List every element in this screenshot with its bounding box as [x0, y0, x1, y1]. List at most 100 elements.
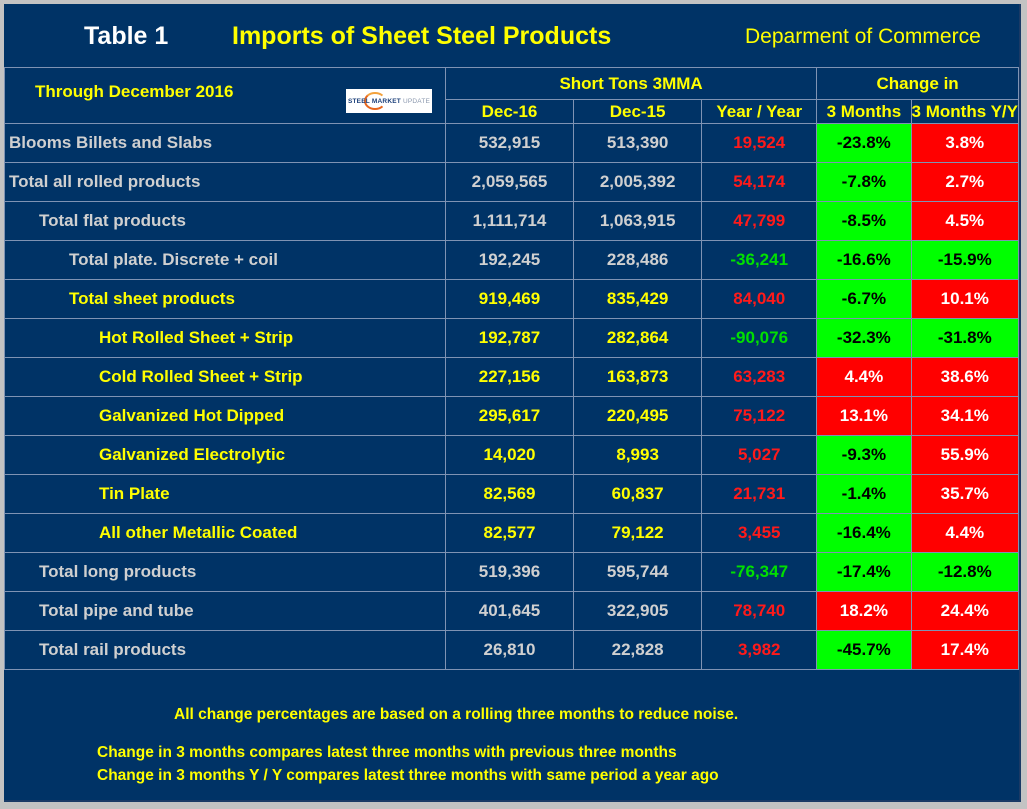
cell-year-over-year: 84,040 [701, 279, 818, 319]
row-label: Total sheet products [4, 279, 446, 319]
logo-text-update: UPDATE [402, 97, 431, 105]
cell-change-3-months-yy: 34.1% [910, 396, 1020, 436]
row-label: Blooms Billets and Slabs [4, 123, 446, 163]
row-label: Hot Rolled Sheet + Strip [4, 318, 446, 358]
cell-change-3-months: 13.1% [816, 396, 912, 436]
cell-year-over-year: 63,283 [701, 357, 818, 397]
table-row: Galvanized Hot Dipped 295,617 220,495 75,12… [4, 396, 1020, 436]
table-row: Tin Plate 82,569 60,837 21,731 -1.4% 35.7% [4, 474, 1020, 514]
cell-dec15: 595,744 [573, 552, 703, 592]
group-header-change: Change in [816, 67, 1019, 100]
cell-change-3-months: -16.6% [816, 240, 912, 280]
cell-year-over-year: 21,731 [701, 474, 818, 514]
table-row: Galvanized Electrolytic 14,020 8,993 5,027-… [4, 435, 1020, 475]
cell-change-3-months: -6.7% [816, 279, 912, 319]
cell-change-3-months-yy: 2.7% [910, 162, 1020, 202]
row-label-text: Total rail products [39, 640, 187, 659]
cell-change-3-months: -16.4% [816, 513, 912, 553]
period-label: Through December 2016 [35, 82, 234, 101]
cell-change-3-months: -9.3% [816, 435, 912, 475]
row-label-text: Total plate. Discrete + coil [69, 250, 278, 269]
table-row: Hot Rolled Sheet + Strip 192,787 282,864 -9… [4, 318, 1020, 358]
cell-dec16: 401,645 [444, 591, 575, 631]
footnote-rolling: All change percentages are based on a ro… [174, 706, 739, 723]
cell-dec15: 835,429 [573, 279, 703, 319]
table-row: Total sheet products 919,469 835,429 84,040… [4, 279, 1020, 319]
column-header-3-months-yy: 3 Months Y/Y [910, 99, 1020, 124]
table-label: Table 1 [84, 22, 169, 50]
table-row: Total plate. Discrete + coil 192,245 228,4… [4, 240, 1020, 280]
cell-dec16: 26,810 [444, 630, 575, 670]
header-row-columns: Dec-16 Dec-15 Year / Year 3 Months 3 Mon… [5, 99, 1020, 124]
cell-dec16: 519,396 [444, 552, 575, 592]
cell-change-3-months: -45.7% [816, 630, 912, 670]
row-label: Galvanized Electrolytic [4, 435, 446, 475]
cell-dec15: 60,837 [573, 474, 703, 514]
cell-dec16: 82,577 [444, 513, 575, 553]
cell-change-3-months-yy: 24.4% [910, 591, 1020, 631]
row-label: Total rail products [4, 630, 446, 670]
row-label-text: Total sheet products [69, 289, 235, 308]
cell-year-over-year: 47,799 [701, 201, 818, 241]
row-label: Total long products [4, 552, 446, 592]
cell-change-3-months: -8.5% [816, 201, 912, 241]
page-title: Imports of Sheet Steel Products [232, 22, 612, 50]
cell-dec16: 532,915 [444, 123, 575, 163]
cell-change-3-months: -7.8% [816, 162, 912, 202]
period-cell: Through December 2016 STEEL MARKET UPDAT… [4, 67, 446, 124]
imports-table: Through December 2016 STEEL MARKET UPDAT… [4, 67, 1020, 670]
row-label-text: Total flat products [39, 211, 187, 230]
table-row: Total flat products 1,111,714 1,063,915 47,… [4, 201, 1020, 241]
column-header-year-over-year: Year / Year [701, 99, 818, 124]
cell-change-3-months-yy: 17.4% [910, 630, 1020, 670]
row-label: Total plate. Discrete + coil [4, 240, 446, 280]
cell-change-3-months: -32.3% [816, 318, 912, 358]
group-header-short-tons: Short Tons 3MMA [444, 67, 818, 100]
cell-year-over-year: 78,740 [701, 591, 818, 631]
cell-year-over-year: 5,027 [701, 435, 818, 475]
cell-dec16: 192,787 [444, 318, 575, 358]
cell-change-3-months-yy: 4.4% [910, 513, 1020, 553]
cell-change-3-months-yy: 10.1% [910, 279, 1020, 319]
row-label: All other Metallic Coated [4, 513, 446, 553]
cell-dec16: 2,059,565 [444, 162, 575, 202]
cell-dec16: 919,469 [444, 279, 575, 319]
row-label-text: Galvanized Electrolytic [99, 445, 286, 464]
row-label: Cold Rolled Sheet + Strip [4, 357, 446, 397]
cell-dec15: 22,828 [573, 630, 703, 670]
cell-dec15: 163,873 [573, 357, 703, 397]
table-row: Total long products 519,396 595,744 -76,347… [4, 552, 1020, 592]
cell-change-3-months-yy: 55.9% [910, 435, 1020, 475]
cell-year-over-year: 75,122 [701, 396, 818, 436]
cell-year-over-year: -76,347 [701, 552, 818, 592]
data-source: Deparment of Commerce [745, 25, 981, 48]
table-row: Total pipe and tube 401,645 322,905 78,740 1… [4, 591, 1020, 631]
table-row: Total all rolled products 2,059,565 2,005,… [4, 162, 1020, 202]
cell-dec16: 1,111,714 [444, 201, 575, 241]
cell-year-over-year: 19,524 [701, 123, 818, 163]
column-header-dec16: Dec-16 [444, 99, 575, 124]
row-label-text: Blooms Billets and Slabs [9, 133, 213, 152]
imports-table-panel: Table 1 Imports of Sheet Steel Products … [4, 4, 1021, 802]
table-row: Total rail products 26,810 22,828 3,982 -45.… [4, 630, 1020, 670]
cell-change-3-months-yy: -12.8% [910, 552, 1020, 592]
cell-year-over-year: -36,241 [701, 240, 818, 280]
cell-dec15: 322,905 [573, 591, 703, 631]
cell-dec15: 282,864 [573, 318, 703, 358]
logo-text-market: MARKET [371, 97, 401, 105]
cell-dec16: 82,569 [444, 474, 575, 514]
cell-year-over-year: 3,455 [701, 513, 818, 553]
column-header-3-months: 3 Months [816, 99, 912, 124]
cell-dec15: 79,122 [573, 513, 703, 553]
footnotes: All change percentages are based on a ro… [4, 683, 1021, 802]
cell-dec16: 227,156 [444, 357, 575, 397]
logo-text-steel: STEEL [347, 97, 370, 105]
row-label-text: Total all rolled products [9, 172, 201, 191]
title-bar: Table 1 Imports of Sheet Steel Products … [4, 4, 1021, 67]
logo-arc-icon [364, 92, 386, 110]
column-header-dec15: Dec-15 [573, 99, 703, 124]
row-label: Galvanized Hot Dipped [4, 396, 446, 436]
cell-change-3-months: -23.8% [816, 123, 912, 163]
row-label: Tin Plate [4, 474, 446, 514]
cell-change-3-months: -17.4% [816, 552, 912, 592]
